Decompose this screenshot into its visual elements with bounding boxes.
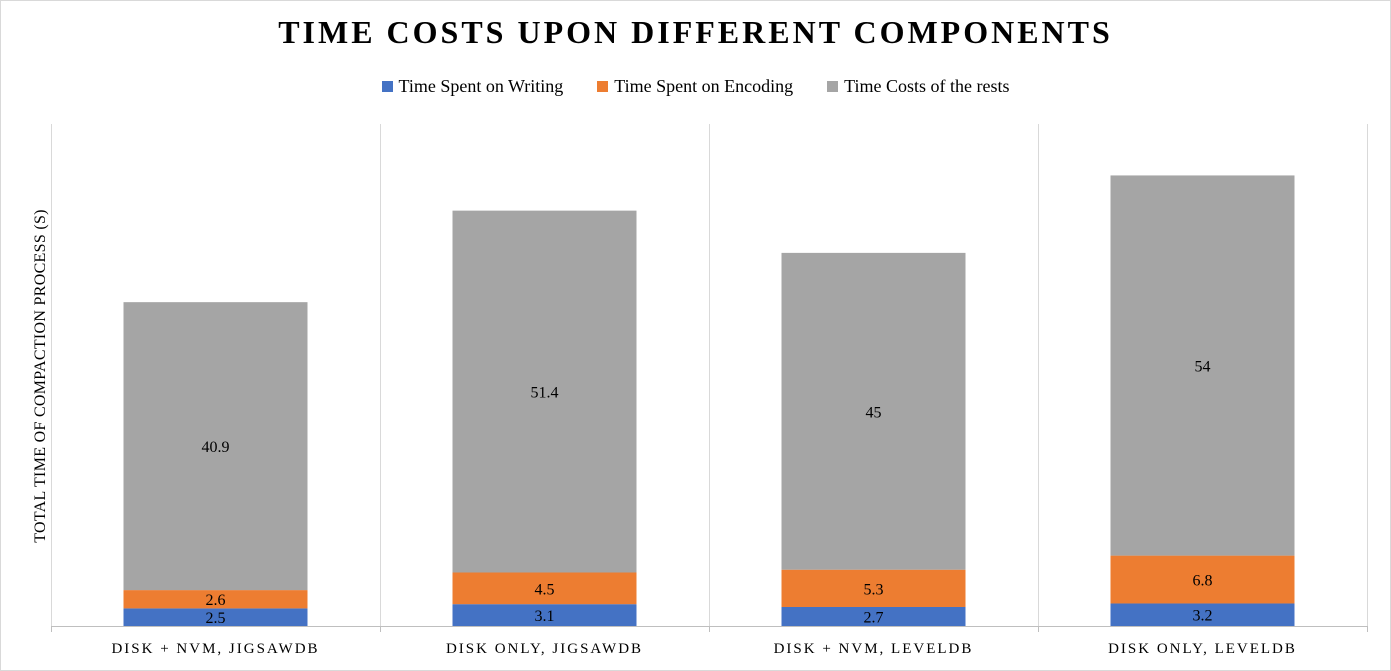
bar-segment bbox=[123, 302, 308, 591]
data-label: 3.1 bbox=[535, 608, 555, 625]
bar-segment bbox=[452, 210, 637, 573]
legend-item-encoding: Time Spent on Encoding bbox=[597, 76, 793, 97]
bar-segment bbox=[781, 606, 966, 626]
data-label: 2.5 bbox=[206, 610, 226, 627]
bar-segment bbox=[452, 572, 637, 605]
legend-label-encoding: Time Spent on Encoding bbox=[614, 76, 794, 96]
x-tick-label: DISK ONLY, JIGSAWDB bbox=[446, 641, 643, 657]
data-label: 3.2 bbox=[1193, 608, 1213, 625]
legend-label-writing: Time Spent on Writing bbox=[398, 76, 564, 96]
data-label: 2.7 bbox=[864, 609, 884, 626]
bar-segment bbox=[781, 569, 966, 607]
bar-segment bbox=[123, 590, 308, 609]
bar-segment bbox=[123, 608, 308, 626]
x-tick-label: DISK + NVM, LEVELDB bbox=[774, 641, 974, 657]
data-label: 4.5 bbox=[535, 581, 555, 598]
legend-label-rests: Time Costs of the rests bbox=[844, 76, 1010, 96]
bar-segment bbox=[781, 252, 966, 570]
bar-segment bbox=[1110, 175, 1295, 556]
data-label: 51.4 bbox=[531, 385, 559, 402]
bar-segment bbox=[1110, 603, 1295, 626]
legend-swatch-rests bbox=[827, 81, 839, 92]
x-tick-label: DISK ONLY, LEVELDB bbox=[1108, 641, 1297, 657]
data-label: 5.3 bbox=[864, 581, 884, 598]
legend-swatch-writing bbox=[381, 81, 393, 92]
chart-title: TIME COSTS UPON DIFFERENT COMPONENTS bbox=[278, 14, 1113, 50]
data-label: 2.6 bbox=[206, 592, 226, 609]
legend-item-rests: Time Costs of the rests bbox=[827, 76, 1010, 97]
bar-segment bbox=[452, 604, 637, 626]
data-label: 40.9 bbox=[202, 439, 230, 456]
legend-item-writing: Time Spent on Writing bbox=[381, 76, 564, 97]
legend: Time Spent on Writing Time Spent on Enco… bbox=[0, 76, 1391, 97]
legend-swatch-encoding bbox=[597, 81, 609, 92]
bar-segment bbox=[1110, 555, 1295, 604]
data-label: 6.8 bbox=[1193, 573, 1213, 590]
data-label: 45 bbox=[866, 404, 882, 421]
data-label: 54 bbox=[1195, 359, 1211, 376]
x-tick-label: DISK + NVM, JIGSAWDB bbox=[111, 641, 319, 657]
